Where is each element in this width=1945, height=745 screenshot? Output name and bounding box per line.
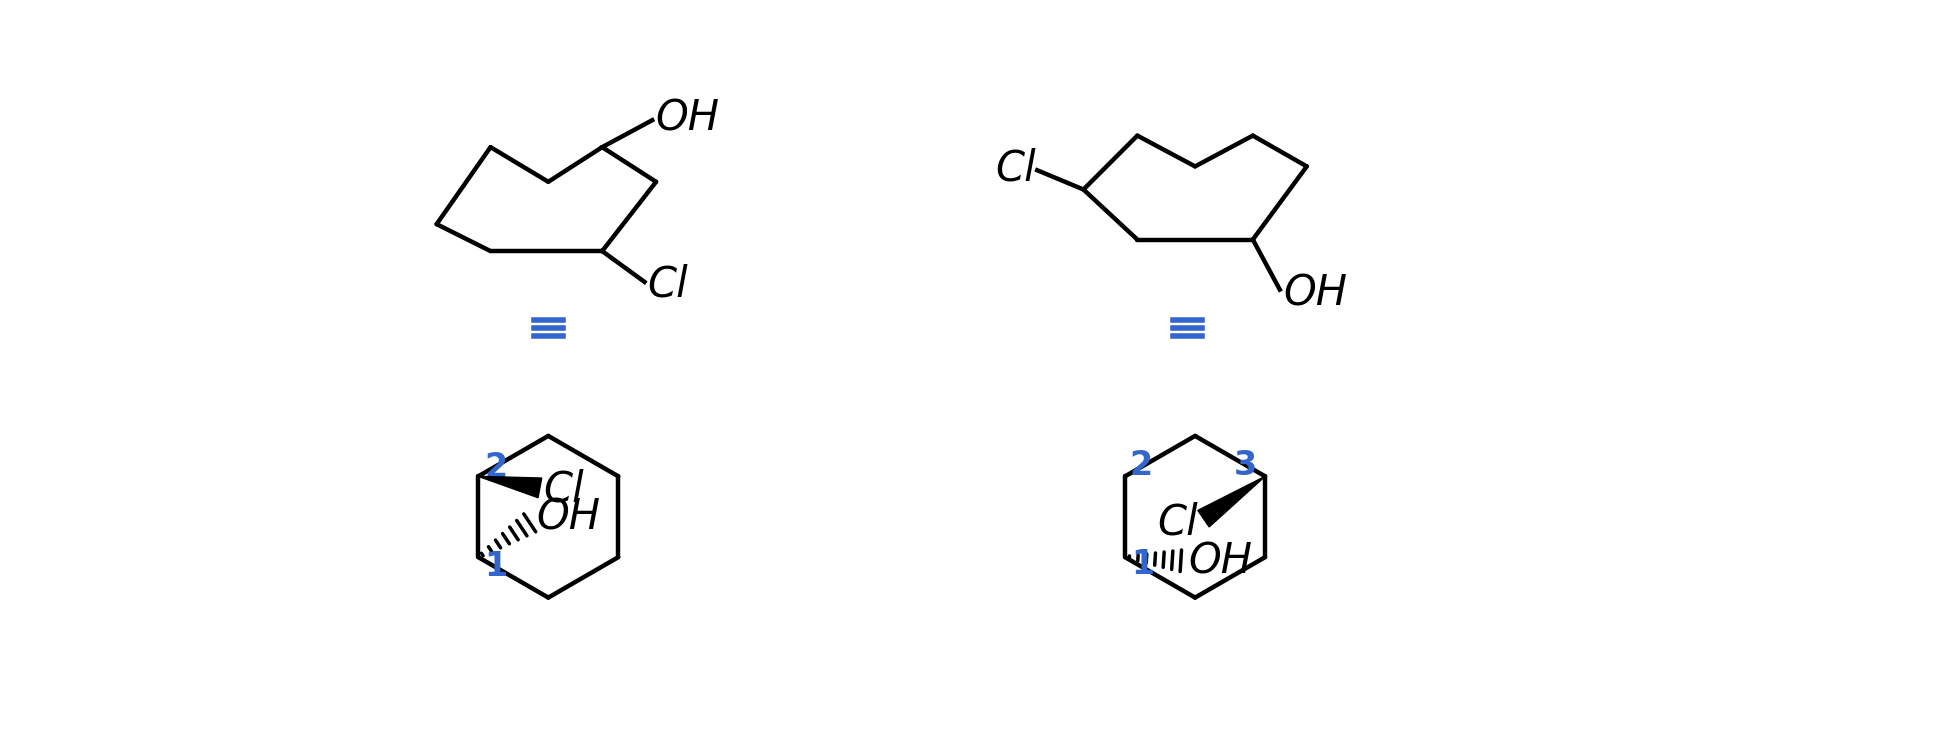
Polygon shape: [1198, 476, 1264, 527]
Text: 1: 1: [1132, 548, 1153, 581]
Text: OH: OH: [537, 496, 601, 538]
Text: Cl: Cl: [648, 263, 689, 305]
Text: OH: OH: [1188, 540, 1253, 582]
Text: OH: OH: [655, 98, 720, 139]
Text: Cl: Cl: [996, 148, 1035, 190]
Text: Cl: Cl: [543, 469, 584, 510]
Text: 3: 3: [1235, 449, 1256, 482]
Polygon shape: [478, 476, 543, 498]
Text: OH: OH: [1284, 273, 1346, 314]
Text: 2: 2: [484, 451, 508, 484]
Text: Cl: Cl: [1157, 501, 1198, 544]
Text: 1: 1: [484, 550, 508, 583]
Text: 2: 2: [1128, 449, 1151, 482]
